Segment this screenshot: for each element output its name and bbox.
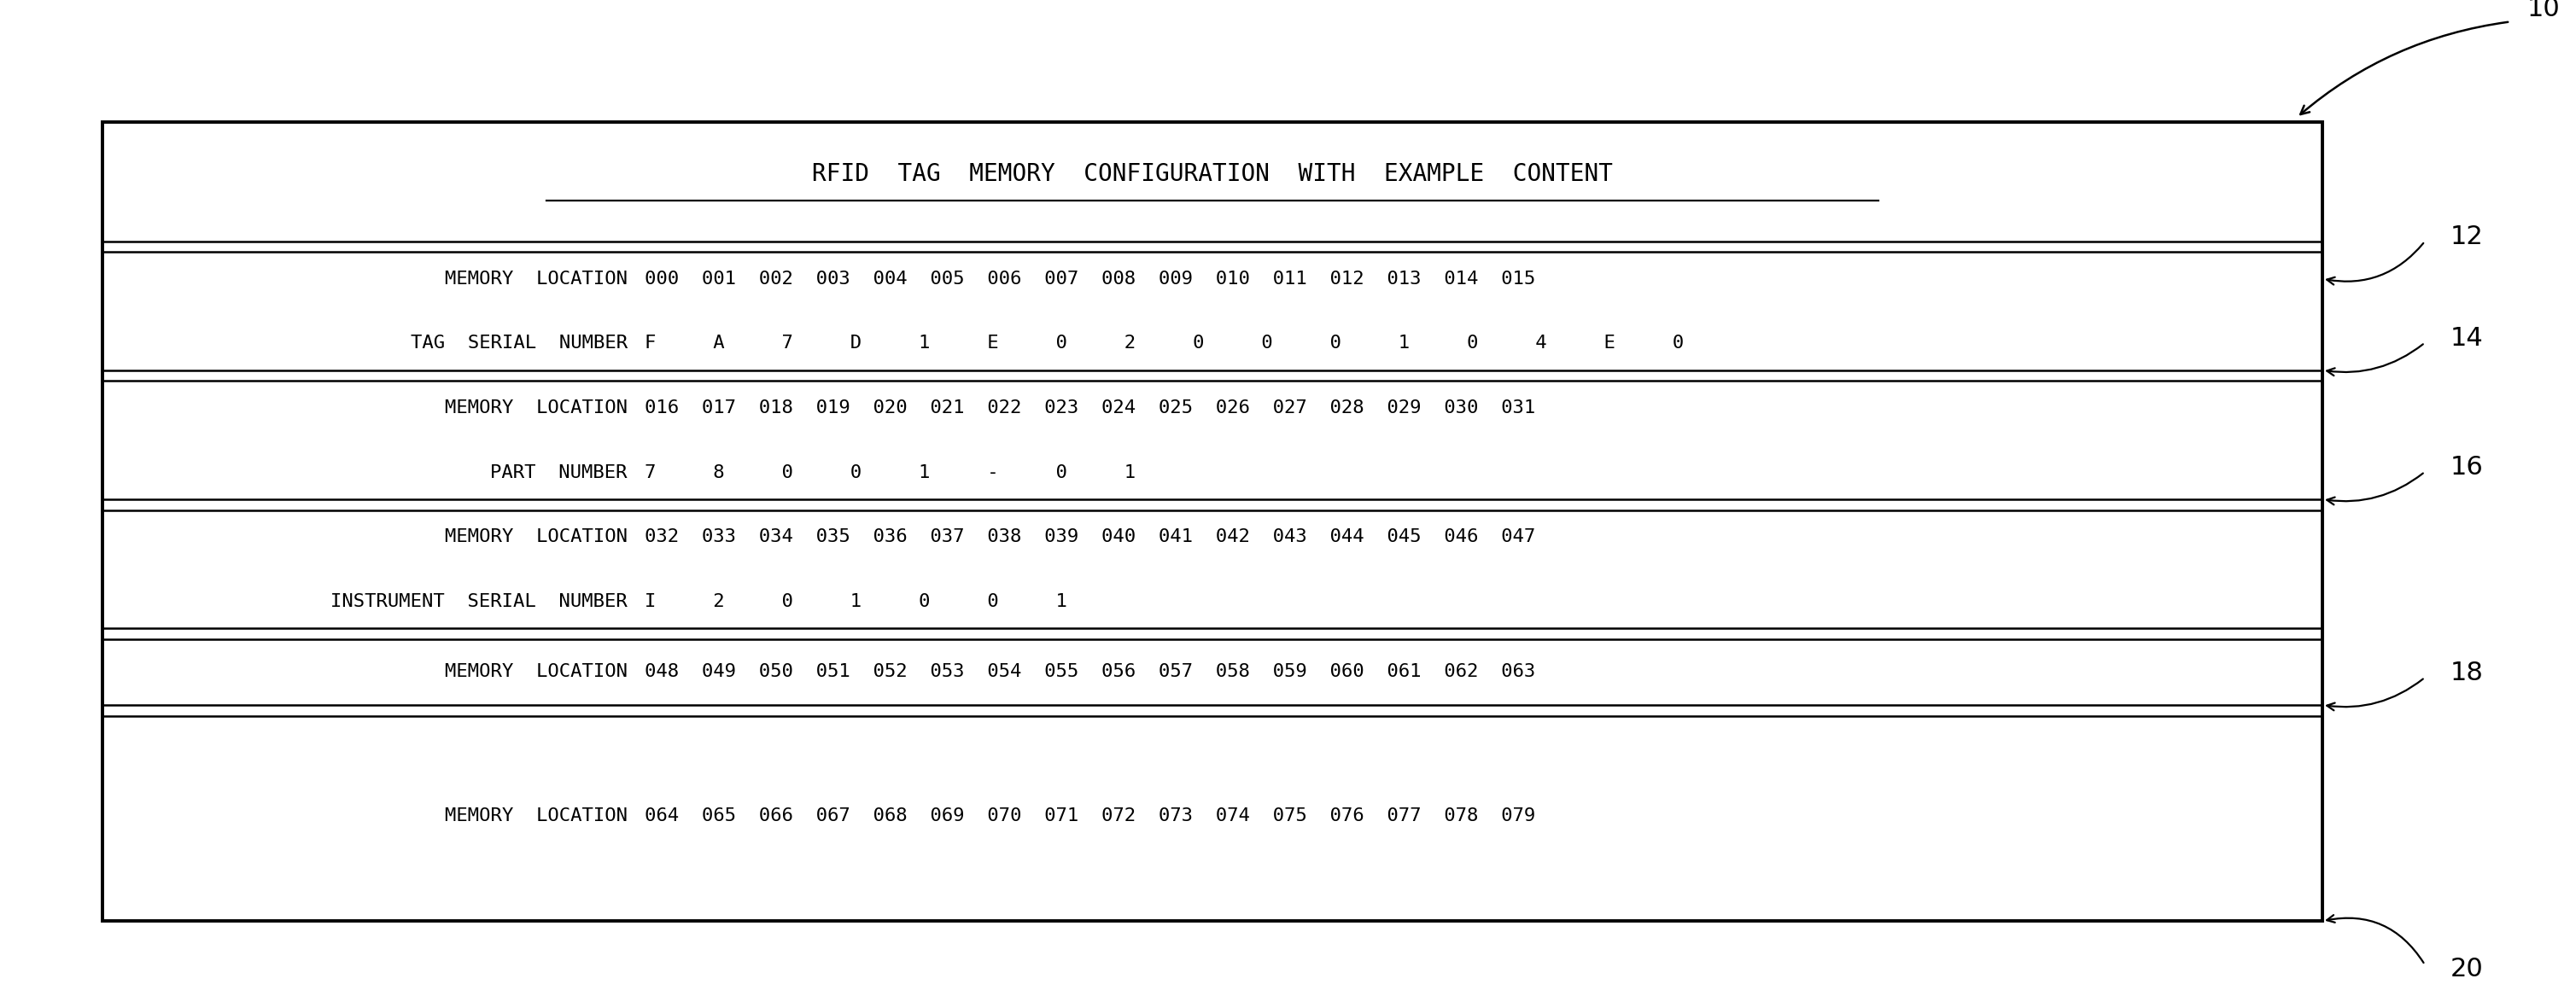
Text: 032  033  034  035  036  037  038  039  040  041  042  043  044  045  046  047: 032 033 034 035 036 037 038 039 040 041 …	[644, 529, 1535, 546]
Text: 16: 16	[2450, 455, 2483, 480]
Text: MEMORY  LOCATION: MEMORY LOCATION	[446, 270, 629, 288]
Text: 20: 20	[2450, 956, 2483, 981]
Text: I     2     0     1     0     0     1: I 2 0 1 0 0 1	[644, 593, 1066, 610]
Text: MEMORY  LOCATION: MEMORY LOCATION	[446, 399, 629, 416]
Text: PART  NUMBER: PART NUMBER	[489, 464, 629, 481]
Text: 7     8     0     0     1     -     0     1: 7 8 0 0 1 - 0 1	[644, 464, 1136, 481]
Text: INSTRUMENT  SERIAL  NUMBER: INSTRUMENT SERIAL NUMBER	[330, 593, 629, 610]
Text: 048  049  050  051  052  053  054  055  056  057  058  059  060  061  062  063: 048 049 050 051 052 053 054 055 056 057 …	[644, 663, 1535, 680]
Text: F     A     7     D     1     E     0     2     0     0     0     1     0     4 : F A 7 D 1 E 0 2 0 0 0 1 0 4	[644, 335, 1685, 352]
Text: MEMORY  LOCATION: MEMORY LOCATION	[446, 663, 629, 680]
Text: 10: 10	[2527, 0, 2561, 22]
Text: TAG  SERIAL  NUMBER: TAG SERIAL NUMBER	[410, 335, 629, 352]
Text: 064  065  066  067  068  069  070  071  072  073  074  075  076  077  078  079: 064 065 066 067 068 069 070 071 072 073 …	[644, 807, 1535, 825]
Text: MEMORY  LOCATION: MEMORY LOCATION	[446, 529, 629, 546]
Text: 12: 12	[2450, 225, 2483, 250]
Text: 18: 18	[2450, 661, 2483, 685]
Text: RFID  TAG  MEMORY  CONFIGURATION  WITH  EXAMPLE  CONTENT: RFID TAG MEMORY CONFIGURATION WITH EXAMP…	[811, 162, 1613, 186]
Text: 016  017  018  019  020  021  022  023  024  025  026  027  028  029  030  031: 016 017 018 019 020 021 022 023 024 025 …	[644, 399, 1535, 416]
FancyBboxPatch shape	[103, 122, 2324, 921]
Text: 000  001  002  003  004  005  006  007  008  009  010  011  012  013  014  015: 000 001 002 003 004 005 006 007 008 009 …	[644, 270, 1535, 288]
Text: 14: 14	[2450, 326, 2483, 351]
Text: MEMORY  LOCATION: MEMORY LOCATION	[446, 807, 629, 825]
